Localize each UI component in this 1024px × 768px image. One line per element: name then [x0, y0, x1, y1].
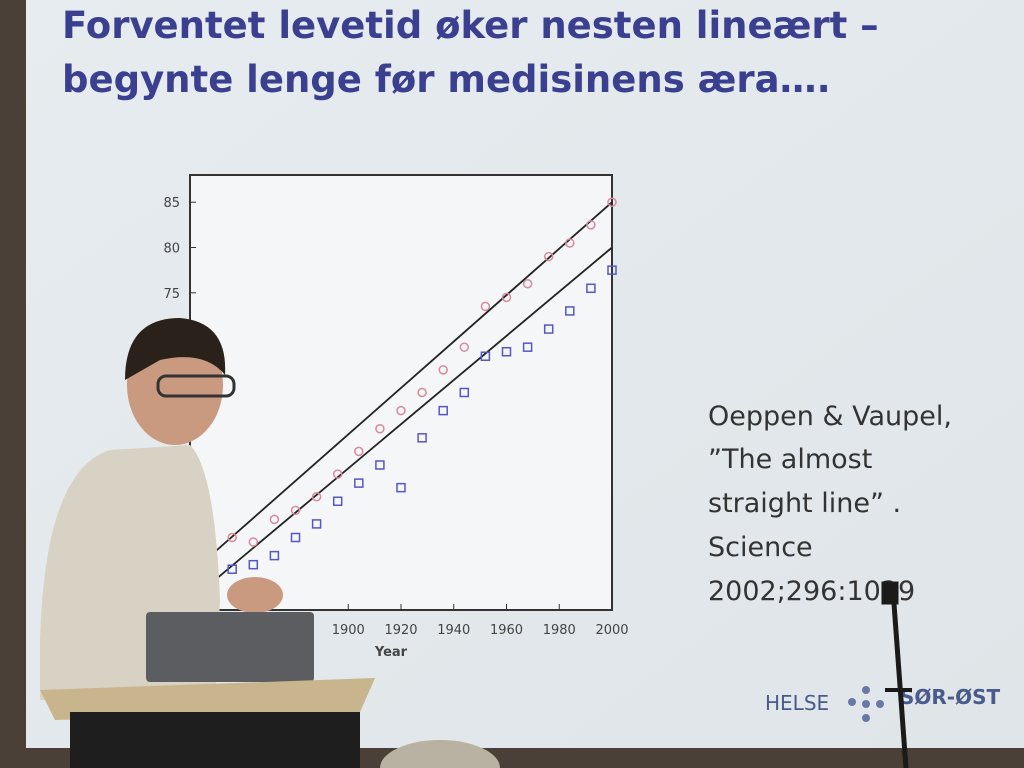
data-point — [543, 251, 554, 262]
logo-dots — [848, 686, 884, 722]
data-point — [227, 564, 237, 574]
data-point — [501, 292, 512, 303]
data-point — [396, 405, 406, 416]
data-point — [586, 283, 596, 294]
data-point — [459, 387, 470, 398]
data-point — [311, 491, 322, 502]
y-tick-label: 80 — [163, 242, 180, 257]
data-point — [311, 519, 322, 529]
citation: Oeppen & Vaupel, — [708, 401, 952, 432]
y-tick-label: 85 — [163, 196, 180, 211]
data-point — [417, 387, 427, 398]
data-point — [354, 478, 364, 488]
x-tick-label: 1940 — [437, 623, 470, 638]
audience-head — [380, 740, 500, 768]
y-tick-label: 75 — [163, 287, 180, 302]
citation: 2002;296:1029 — [708, 576, 915, 607]
data-point — [375, 424, 385, 434]
data-point — [248, 559, 259, 570]
data-point — [269, 550, 280, 561]
plot-frame — [189, 174, 613, 611]
chart: 75 80 85 1900 1920 1940 1960 1980 2000 Year — [163, 196, 628, 660]
data-point — [290, 505, 301, 516]
data-point — [417, 433, 427, 443]
data-point — [543, 324, 554, 334]
data-point — [248, 537, 259, 547]
data-point — [227, 532, 237, 543]
data-point — [607, 197, 617, 207]
data-point — [396, 482, 406, 493]
data-point — [290, 532, 301, 543]
trend-line — [189, 246, 613, 602]
citation: ”The almost — [708, 444, 872, 475]
x-tick-label: 1920 — [384, 623, 417, 638]
logo-text: SØR-ØST — [900, 685, 1001, 709]
data-point — [459, 342, 470, 352]
data-point — [522, 279, 533, 289]
data-point — [332, 496, 343, 506]
citation: straight line” . — [708, 488, 901, 519]
data-point — [354, 446, 364, 457]
podium — [40, 678, 375, 768]
microphone-stand — [881, 581, 912, 768]
data-point — [565, 238, 575, 248]
data-point — [501, 346, 512, 357]
x-tick-label: 1900 — [332, 623, 365, 638]
slide-title: Forventet levetid øker nesten lineært – — [62, 4, 879, 47]
data-point — [522, 342, 533, 352]
data-point — [375, 460, 385, 470]
x-tick-label: 1980 — [543, 623, 576, 638]
x-tick-label: 2000 — [595, 623, 628, 638]
trend-line — [189, 201, 613, 575]
data-point — [438, 405, 448, 416]
citation: Science — [708, 532, 813, 563]
logo-text: HELSE — [765, 691, 829, 715]
data-point — [480, 351, 491, 361]
data-point — [332, 469, 343, 479]
laptop — [146, 612, 314, 682]
data-point — [480, 301, 491, 312]
x-tick-label: 1960 — [490, 623, 523, 638]
data-point — [438, 365, 448, 375]
data-point — [586, 220, 596, 230]
data-point — [269, 514, 280, 525]
x-axis-label: Year — [374, 645, 408, 660]
data-point — [565, 306, 575, 316]
slide-title: begynte lenge før medisinens æra…. — [62, 58, 831, 101]
data-point — [607, 265, 617, 275]
